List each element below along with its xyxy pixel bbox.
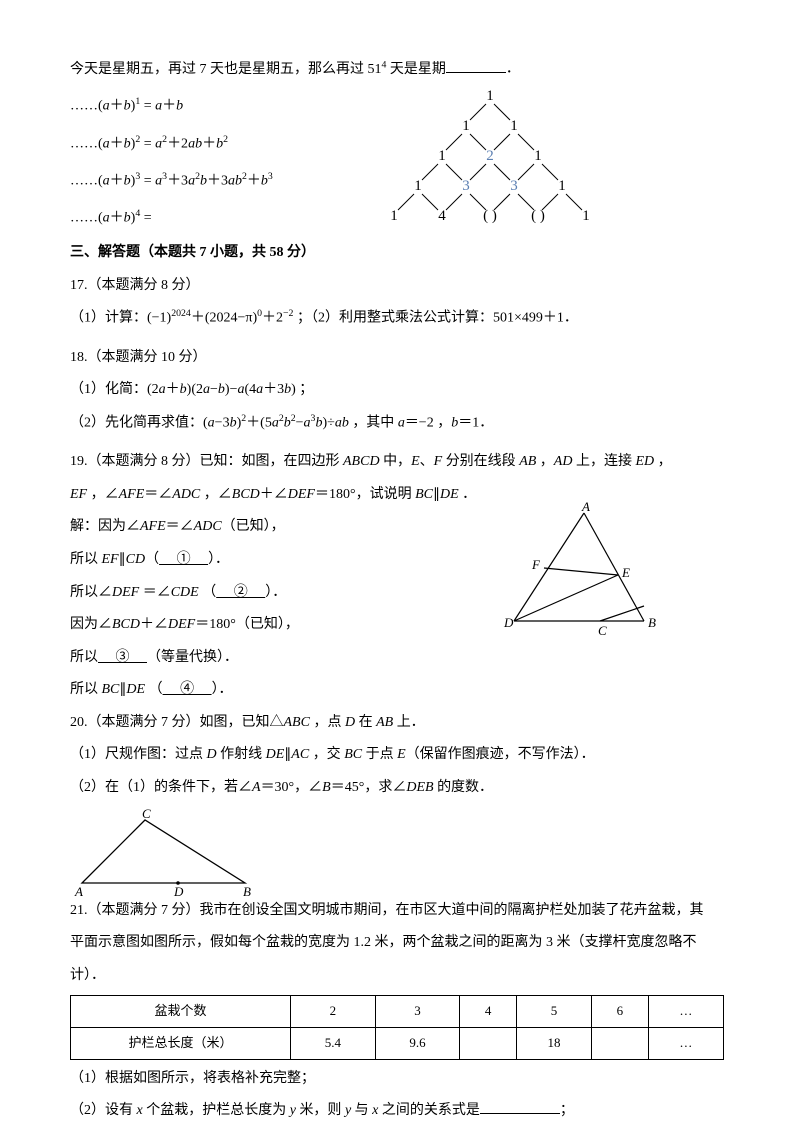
- q19-figure: A B C D E F: [494, 501, 674, 652]
- row1-label: 盆栽个数: [71, 996, 291, 1028]
- blank-day[interactable]: [446, 59, 506, 73]
- svg-text:B: B: [648, 615, 656, 630]
- svg-text:1: 1: [534, 148, 542, 164]
- q20-header: 20.（本题满分 7 分）如图，已知△ABC ，点 D 在 AB 上．: [70, 710, 724, 737]
- q20-figure: A B C D: [70, 808, 724, 898]
- svg-text:4: 4: [438, 208, 446, 224]
- pascal-triangle: 1 1 1 1 2 1 1 3 3 1 1 4 ( ) ( ) 1: [370, 86, 630, 247]
- q18-header: 18.（本题满分 10 分）: [70, 345, 724, 372]
- svg-text:1: 1: [414, 178, 422, 194]
- svg-text:E: E: [621, 565, 630, 580]
- q20-part1: （1）尺规作图：过点 D 作射线 DE∥AC ，交 BC 于点 E（保留作图痕迹…: [70, 742, 724, 769]
- q21-header2: 平面示意图如图所示，假如每个盆栽的宽度为 1.2 米，两个盆栽之间的距离为 3 …: [70, 930, 724, 957]
- svg-text:D: D: [503, 615, 514, 630]
- q18-part2: （2）先化简再求值：(a−3b)2＋(5a2b2−a3b)÷ab ，其中 a＝−…: [70, 410, 724, 437]
- svg-text:C: C: [142, 808, 151, 821]
- q21-table: 盆栽个数 2 3 4 5 6 … 护栏总长度（米） 5.4 9.6 18 …: [70, 995, 724, 1059]
- q17-parts: （1）计算：(−1)2024＋(2024−π)0＋2−2 ；（2）利用整式乘法公…: [70, 305, 724, 332]
- svg-text:2: 2: [486, 148, 494, 164]
- table-row: 盆栽个数 2 3 4 5 6 …: [71, 996, 724, 1028]
- row2-label: 护栏总长度（米）: [71, 1028, 291, 1060]
- svg-text:1: 1: [390, 208, 398, 224]
- q18-part1: （1）化简：(2a＋b)(2a−b)−a(4a＋3b) ；: [70, 377, 724, 404]
- svg-text:A: A: [581, 501, 590, 514]
- q19-header: 19.（本题满分 8 分）已知：如图，在四边形 ABCD 中，E、F 分别在线段…: [70, 449, 724, 476]
- svg-text:1: 1: [486, 88, 494, 104]
- intro-text: 今天是星期五，再过 7 天也是星期五，那么再过 514 天是星期: [70, 62, 446, 77]
- q17-header: 17.（本题满分 8 分）: [70, 273, 724, 300]
- svg-text:D: D: [173, 884, 184, 898]
- svg-text:1: 1: [558, 178, 566, 194]
- intro-line: 今天是星期五，再过 7 天也是星期五，那么再过 514 天是星期．: [70, 56, 724, 83]
- svg-text:C: C: [598, 623, 607, 638]
- svg-text:3: 3: [462, 178, 470, 194]
- svg-text:1: 1: [438, 148, 446, 164]
- svg-text:1: 1: [510, 118, 518, 134]
- table-row: 护栏总长度（米） 5.4 9.6 18 …: [71, 1028, 724, 1060]
- svg-text:3: 3: [510, 178, 518, 194]
- q20-part2: （2）在（1）的条件下，若∠A＝30°，∠B＝45°，求∠DEB 的度数．: [70, 775, 724, 802]
- q21-part2: （2）设有 x 个盆栽，护栏总长度为 y 米，则 y 与 x 之间的关系式是；: [70, 1098, 724, 1125]
- svg-text:( ): ( ): [483, 208, 497, 224]
- q21-header3: 计）．: [70, 963, 724, 990]
- svg-text:B: B: [243, 884, 251, 898]
- svg-text:( ): ( ): [531, 208, 545, 224]
- q21-header: 21.（本题满分 7 分）我市在创设全国文明城市期间，在市区大道中间的隔离护栏处…: [70, 898, 724, 925]
- svg-text:A: A: [74, 884, 83, 898]
- svg-text:1: 1: [582, 208, 590, 224]
- q21-part1: （1）根据如图所示，将表格补充完整；: [70, 1066, 724, 1093]
- blank-relation[interactable]: [480, 1100, 560, 1114]
- svg-text:1: 1: [462, 118, 470, 134]
- q19-l6: 所以 BC∥DE （ ④ ）．: [70, 677, 724, 704]
- svg-text:F: F: [531, 557, 541, 572]
